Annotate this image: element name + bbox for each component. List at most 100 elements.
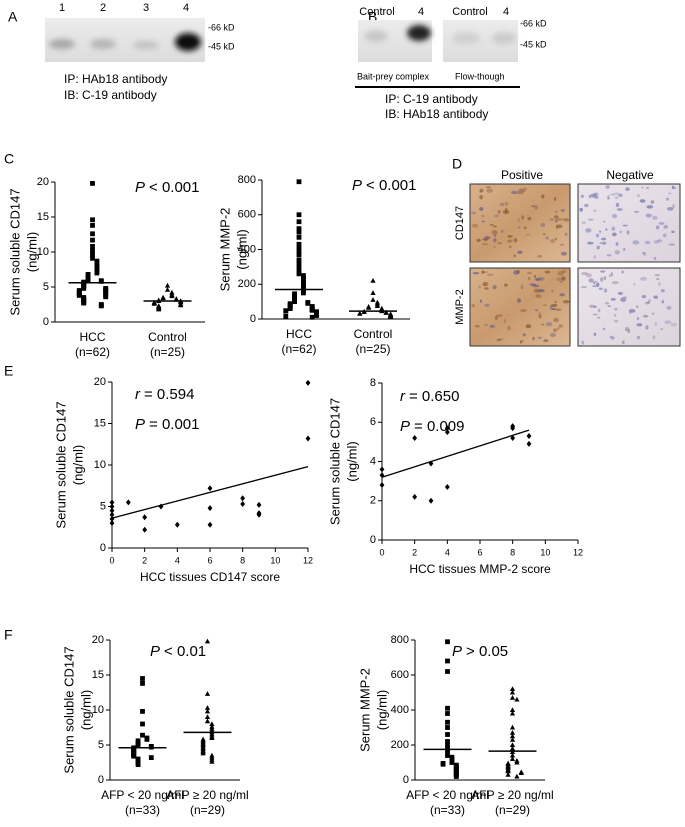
texture	[592, 281, 596, 285]
dot	[283, 313, 289, 319]
texture	[652, 215, 658, 220]
texture	[596, 245, 600, 250]
marker-label: -66 kD	[520, 18, 547, 28]
dot	[412, 493, 418, 500]
texture	[554, 196, 557, 202]
dot	[505, 768, 511, 774]
texture	[607, 196, 610, 200]
texture	[670, 322, 678, 327]
lane-label: Control	[452, 6, 487, 18]
texture	[673, 186, 676, 190]
texture	[538, 314, 542, 319]
texture	[608, 274, 612, 278]
texture	[660, 328, 664, 330]
trend-line	[381, 429, 530, 478]
annotation-symbol: P	[150, 643, 160, 660]
texture	[616, 208, 623, 211]
texture	[652, 335, 656, 340]
texture	[554, 301, 557, 303]
dot	[514, 696, 520, 702]
dot	[204, 714, 211, 719]
lane-label: 4	[503, 6, 509, 18]
texture	[555, 308, 562, 311]
y-tick-label: 15	[94, 417, 106, 429]
y-tick-label: 8	[370, 377, 376, 389]
texture	[593, 332, 597, 336]
texture	[603, 220, 606, 223]
texture	[615, 202, 620, 208]
annotation-text: = 0.009	[414, 418, 464, 435]
dot	[509, 694, 516, 700]
texture	[664, 320, 672, 324]
dot	[283, 308, 289, 314]
texture	[647, 299, 651, 302]
texture	[560, 208, 565, 212]
texture	[661, 299, 665, 304]
texture	[556, 217, 564, 221]
dot	[160, 295, 166, 301]
dot	[379, 472, 385, 479]
texture	[535, 294, 542, 299]
dot	[296, 261, 302, 266]
dot	[164, 287, 171, 292]
texture	[653, 295, 658, 299]
annotation-symbol: P	[352, 177, 362, 194]
x-tick-label: 2	[142, 555, 147, 565]
dot	[98, 303, 104, 309]
dot	[509, 745, 516, 751]
dot	[296, 226, 302, 232]
texture	[607, 194, 610, 197]
texture	[656, 278, 660, 280]
dot	[445, 669, 450, 674]
dot	[296, 248, 302, 254]
texture	[537, 336, 542, 339]
texture	[593, 209, 597, 212]
dot	[379, 466, 385, 473]
column-label: Positive	[501, 168, 543, 182]
texture	[660, 301, 665, 303]
dot	[90, 223, 95, 228]
texture	[653, 256, 657, 260]
dot	[76, 293, 82, 298]
dot	[309, 307, 315, 313]
texture	[671, 230, 675, 233]
texture	[672, 204, 675, 209]
dot	[103, 294, 109, 300]
x-tick-label: AFP ≥ 20 ng/ml	[166, 788, 248, 802]
dot	[296, 179, 302, 185]
stain-image	[469, 183, 571, 263]
category-count: (n=25)	[150, 345, 185, 359]
texture	[650, 200, 655, 204]
dot	[209, 735, 215, 740]
texture	[545, 236, 549, 240]
texture	[538, 276, 545, 281]
texture	[554, 219, 558, 223]
x-tick-label: AFP < 20 ng/ml	[406, 788, 489, 802]
y-axis-label: Serum soluble CD147	[53, 401, 68, 528]
y-tick-label: 5	[43, 281, 49, 293]
dot	[169, 293, 175, 299]
dot	[209, 759, 215, 764]
texture	[553, 317, 559, 323]
texture	[614, 307, 618, 311]
texture	[610, 272, 614, 277]
dot	[142, 526, 148, 533]
texture	[510, 190, 518, 195]
dot	[509, 742, 516, 747]
dot	[509, 689, 516, 695]
texture	[545, 322, 553, 327]
x-tick-label: AFP ≥ 20 ng/ml	[471, 788, 553, 802]
texture	[526, 272, 532, 275]
texture	[483, 236, 489, 242]
dot	[209, 721, 215, 726]
dot	[383, 310, 389, 315]
dot	[412, 434, 418, 441]
texture	[472, 272, 480, 275]
annotation: P < 0.01	[150, 643, 206, 660]
dot	[90, 248, 95, 253]
annotation-text: < 0.001	[366, 177, 416, 194]
texture	[513, 238, 518, 243]
y-tick-label: 200	[238, 278, 256, 290]
dot	[174, 521, 180, 528]
lane-label: 3	[143, 2, 149, 14]
